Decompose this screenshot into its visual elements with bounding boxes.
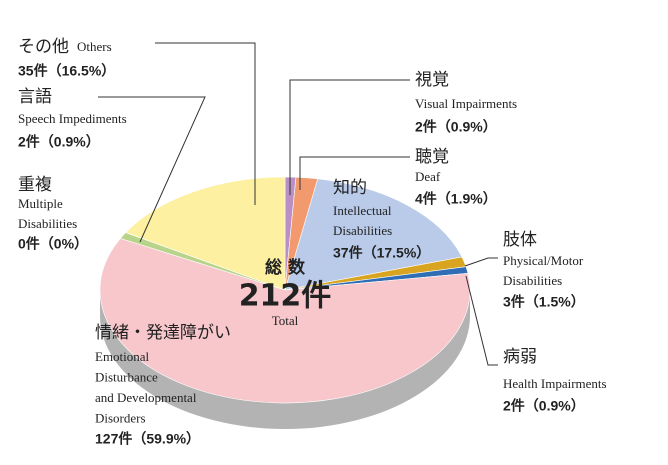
total-en: Total bbox=[272, 313, 299, 328]
value-label: 127件（59.9%） bbox=[95, 431, 200, 447]
total-label: 212件 bbox=[239, 279, 332, 314]
pie-slice bbox=[125, 176, 286, 291]
category-label-en: Disorders bbox=[95, 410, 146, 425]
category-label-en: Others bbox=[77, 39, 112, 54]
value-label: 2件（0.9%） bbox=[415, 119, 497, 135]
pie-slice bbox=[99, 238, 471, 404]
category-label-en: Disabilities bbox=[333, 223, 392, 238]
category-label: 視覚 bbox=[415, 70, 449, 90]
category-label: 病弱 bbox=[503, 347, 537, 367]
category-label-en: Speech Impediments bbox=[18, 111, 127, 126]
leader-line bbox=[465, 275, 498, 366]
pie-slice bbox=[284, 178, 463, 291]
category-label: 重複 bbox=[18, 175, 52, 195]
leader-line bbox=[98, 96, 206, 243]
value-label: 0件（0%） bbox=[18, 236, 88, 252]
category-label-en: Disturbance bbox=[95, 369, 158, 384]
category-label: 情緒・発達障がい bbox=[95, 323, 231, 343]
category-label: その他 bbox=[18, 37, 69, 57]
category-label-en: Intellectual bbox=[333, 203, 392, 218]
value-label: 35件（16.5%） bbox=[18, 63, 115, 79]
category-label-en: Physical/Motor bbox=[503, 253, 584, 268]
value-label: 3件（1.5%） bbox=[503, 294, 585, 310]
category-label-en: and Developmental bbox=[95, 390, 197, 405]
category-label: 聴覚 bbox=[415, 147, 449, 167]
category-label: 肢体 bbox=[503, 230, 537, 250]
value-label: 4件（1.9%） bbox=[415, 191, 497, 207]
category-label: 言語 bbox=[18, 87, 52, 107]
value-label: 2件（0.9%） bbox=[503, 398, 585, 414]
center-label: 総 数 bbox=[265, 257, 306, 278]
leader-line bbox=[464, 257, 498, 267]
category-label-en: Deaf bbox=[415, 169, 441, 184]
value-label: 2件（0.9%） bbox=[18, 134, 100, 150]
leader-line bbox=[289, 79, 410, 195]
value-label: 37件（17.5%） bbox=[333, 245, 430, 261]
category-label-en: Multiple bbox=[18, 196, 63, 211]
category-label: 知的 bbox=[333, 178, 367, 198]
category-label-en: Health Impairments bbox=[503, 376, 607, 391]
category-label-en: Visual Impairments bbox=[415, 96, 517, 111]
leader-line bbox=[155, 42, 256, 205]
leader-line bbox=[299, 156, 410, 190]
category-label-en: Emotional bbox=[95, 349, 150, 364]
category-label-en: Disabilities bbox=[18, 216, 77, 231]
category-label-en: Disabilities bbox=[503, 273, 562, 288]
